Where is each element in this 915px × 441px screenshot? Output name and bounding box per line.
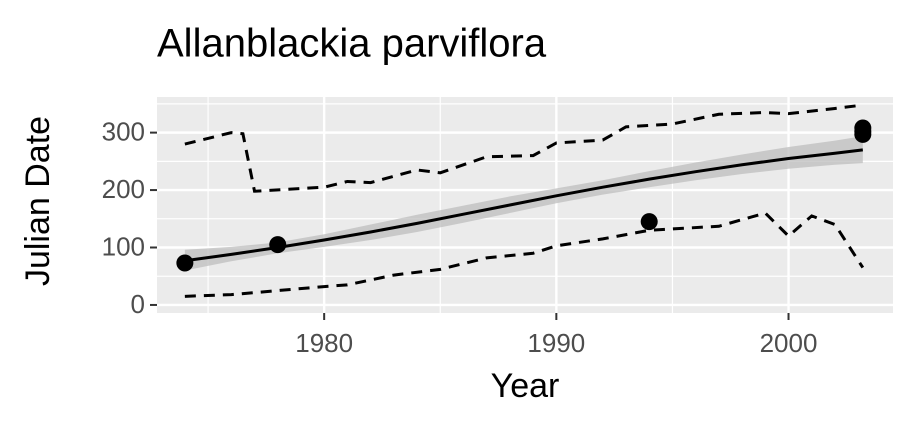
x-tick-label: 1980	[295, 328, 353, 358]
bound-line	[184, 211, 865, 298]
x-tick-label: 2000	[760, 328, 818, 358]
bound-line	[184, 103, 864, 193]
data-point	[640, 213, 658, 231]
chart-title: Allanblackia parviflora	[157, 22, 547, 66]
x-tick-label: 1990	[527, 328, 585, 358]
y-tick-label: 0	[131, 289, 145, 319]
y-tick-label: 200	[102, 174, 145, 204]
y-tick-label: 300	[102, 116, 145, 146]
data-point	[854, 119, 872, 137]
data-point	[176, 254, 194, 272]
y-axis-title: Julian Date	[19, 116, 57, 286]
y-tick-label: 100	[102, 231, 145, 261]
x-axis-title: Year	[491, 367, 560, 405]
data-point	[269, 236, 287, 254]
smooth-line	[184, 148, 864, 263]
